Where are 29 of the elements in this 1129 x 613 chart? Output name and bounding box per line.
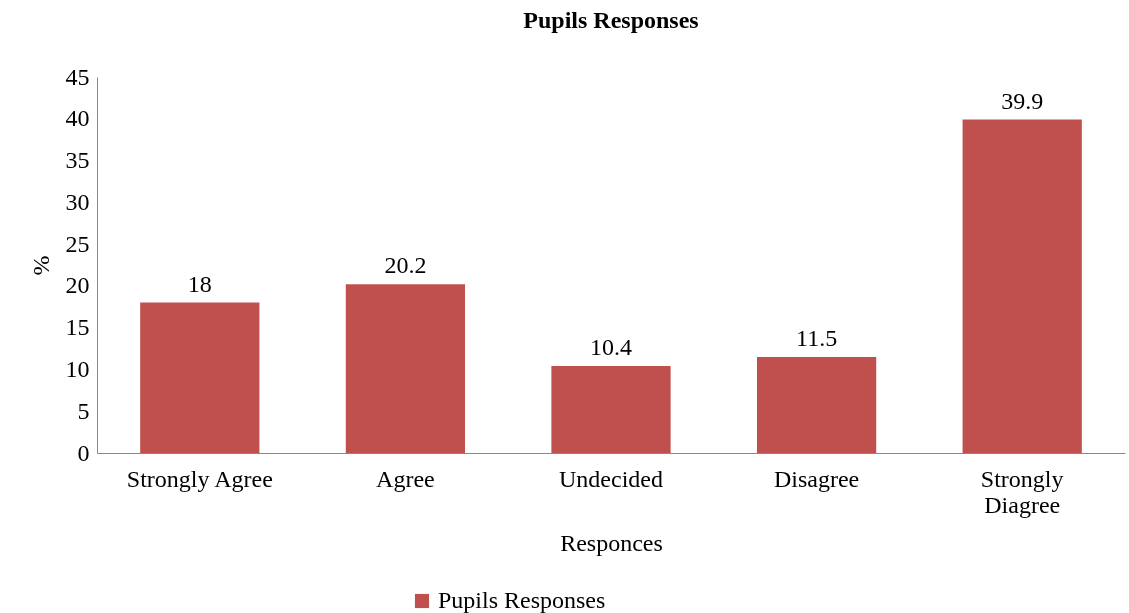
x-tick-label: Disagree <box>773 465 860 492</box>
chart-title: Pupils Responses <box>523 7 699 33</box>
data-label: 11.5 <box>796 324 838 351</box>
data-label: 10.4 <box>590 334 632 361</box>
bar <box>551 366 671 453</box>
y-tick-label: 45 <box>65 63 90 90</box>
bar <box>962 119 1082 453</box>
y-tick-label: 0 <box>77 439 90 466</box>
y-tick-label: 40 <box>65 105 90 132</box>
bar <box>345 284 466 453</box>
y-tick-label: 35 <box>65 147 90 174</box>
y-tick-label: 15 <box>65 314 90 341</box>
x-tick-label: Undecided <box>559 465 663 492</box>
x-tick-label: Strongly Diagree <box>980 465 1064 518</box>
legend-label: Pupils Responses <box>438 587 606 613</box>
data-label: 39.9 <box>1001 87 1044 114</box>
y-tick-label: 30 <box>65 188 90 215</box>
y-tick-label: 10 <box>65 355 90 382</box>
y-tick-label: 20 <box>65 272 90 299</box>
x-tick-label: Agree <box>376 465 435 492</box>
x-tick-label: Strongly Agree <box>126 465 273 492</box>
y-tick-label: 25 <box>65 230 90 257</box>
data-label: 18 <box>187 270 212 297</box>
x-axis-title: Responces <box>560 529 663 556</box>
data-label: 20.2 <box>384 252 427 279</box>
bar <box>140 302 260 453</box>
y-tick-label: 5 <box>77 397 90 424</box>
y-axis-title: % <box>27 255 54 276</box>
bar <box>756 356 877 453</box>
